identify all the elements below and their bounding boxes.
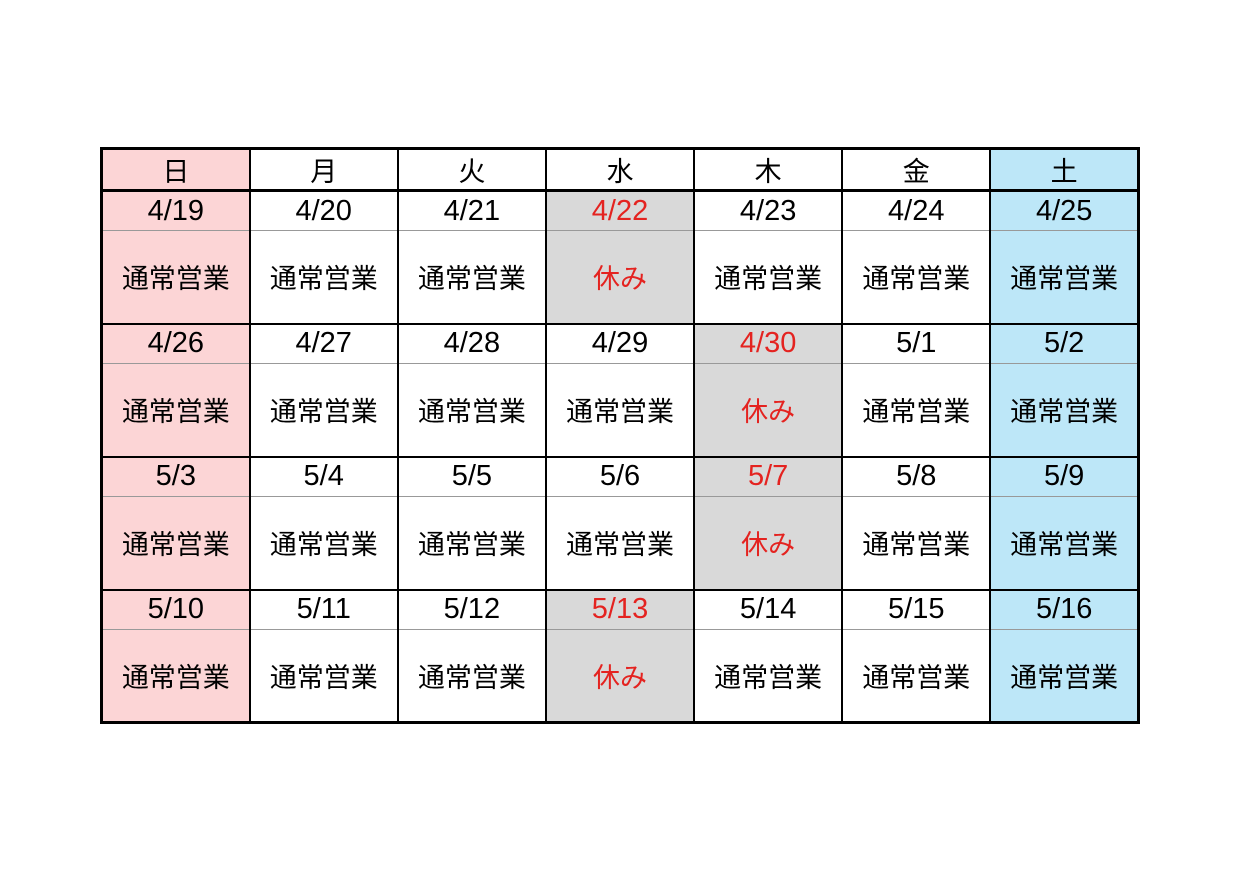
date-cell: 4/29 [544, 322, 696, 364]
status-cell: 通常営業 [396, 496, 547, 591]
week2-date-row: 4/26 4/27 4/28 4/29 4/30 5/1 5/2 [100, 322, 1140, 364]
week4-date-row: 5/10 5/11 5/12 5/13 5/14 5/15 5/16 [100, 588, 1140, 630]
header-sunday: 日 [100, 148, 251, 192]
date-cell: 5/15 [841, 588, 992, 630]
status-cell-closed: 休み [544, 629, 696, 724]
date-cell: 5/16 [989, 588, 1140, 630]
status-cell: 通常営業 [989, 629, 1140, 724]
status-cell: 通常営業 [544, 496, 696, 591]
date-cell: 5/6 [544, 455, 696, 497]
week4-status-row: 通常営業 通常営業 通常営業 休み 通常営業 通常営業 通常営業 [100, 629, 1140, 724]
status-cell: 通常営業 [396, 230, 547, 325]
date-cell: 5/11 [248, 588, 399, 630]
date-cell: 5/4 [248, 455, 399, 497]
status-cell: 通常営業 [989, 496, 1140, 591]
header-monday: 月 [248, 148, 399, 192]
status-cell: 通常営業 [841, 363, 992, 458]
status-cell: 通常営業 [989, 230, 1140, 325]
status-cell: 通常営業 [100, 629, 251, 724]
status-cell: 通常営業 [693, 629, 844, 724]
week3-status-row: 通常営業 通常営業 通常営業 通常営業 休み 通常営業 通常営業 [100, 496, 1140, 591]
date-cell: 4/28 [396, 322, 547, 364]
status-cell: 通常営業 [841, 629, 992, 724]
status-cell: 通常営業 [544, 363, 696, 458]
date-cell: 5/8 [841, 455, 992, 497]
week2-status-row: 通常営業 通常営業 通常営業 通常営業 休み 通常営業 通常営業 [100, 363, 1140, 458]
date-cell: 4/23 [693, 189, 844, 231]
date-cell: 4/21 [396, 189, 547, 231]
date-cell-closed: 4/22 [544, 189, 696, 231]
header-saturday: 土 [989, 148, 1140, 192]
status-cell: 通常営業 [841, 230, 992, 325]
header-thursday: 木 [693, 148, 844, 192]
date-cell: 4/20 [248, 189, 399, 231]
status-cell: 通常営業 [248, 629, 399, 724]
header-friday: 金 [841, 148, 992, 192]
date-cell: 5/10 [100, 588, 251, 630]
date-cell-closed: 4/30 [693, 322, 844, 364]
date-cell: 5/3 [100, 455, 251, 497]
status-cell: 通常営業 [100, 363, 251, 458]
date-cell-closed: 5/13 [544, 588, 696, 630]
header-tuesday: 火 [396, 148, 547, 192]
date-cell: 4/24 [841, 189, 992, 231]
week1-status-row: 通常営業 通常営業 通常営業 休み 通常営業 通常営業 通常営業 [100, 230, 1140, 325]
status-cell: 通常営業 [248, 496, 399, 591]
status-cell-closed: 休み [693, 496, 844, 591]
weekday-header-row: 日 月 火 水 木 金 土 [100, 148, 1140, 192]
week3-date-row: 5/3 5/4 5/5 5/6 5/7 5/8 5/9 [100, 455, 1140, 497]
week1-date-row: 4/19 4/20 4/21 4/22 4/23 4/24 4/25 [100, 189, 1140, 231]
date-cell: 5/14 [693, 588, 844, 630]
header-wednesday: 水 [544, 148, 696, 192]
status-cell: 通常営業 [248, 363, 399, 458]
status-cell: 通常営業 [100, 230, 251, 325]
date-cell: 4/26 [100, 322, 251, 364]
date-cell: 4/19 [100, 189, 251, 231]
status-cell-closed: 休み [544, 230, 696, 325]
date-cell: 5/1 [841, 322, 992, 364]
status-cell: 通常営業 [989, 363, 1140, 458]
status-cell-closed: 休み [693, 363, 844, 458]
status-cell: 通常営業 [248, 230, 399, 325]
status-cell: 通常営業 [841, 496, 992, 591]
date-cell: 5/12 [396, 588, 547, 630]
date-cell-closed: 5/7 [693, 455, 844, 497]
status-cell: 通常営業 [396, 363, 547, 458]
date-cell: 5/2 [989, 322, 1140, 364]
status-cell: 通常営業 [100, 496, 251, 591]
business-hours-calendar: 日 月 火 水 木 金 土 4/19 4/20 4/21 4/22 4/23 4… [100, 147, 1140, 724]
date-cell: 5/9 [989, 455, 1140, 497]
status-cell: 通常営業 [396, 629, 547, 724]
date-cell: 4/27 [248, 322, 399, 364]
date-cell: 4/25 [989, 189, 1140, 231]
date-cell: 5/5 [396, 455, 547, 497]
status-cell: 通常営業 [693, 230, 844, 325]
